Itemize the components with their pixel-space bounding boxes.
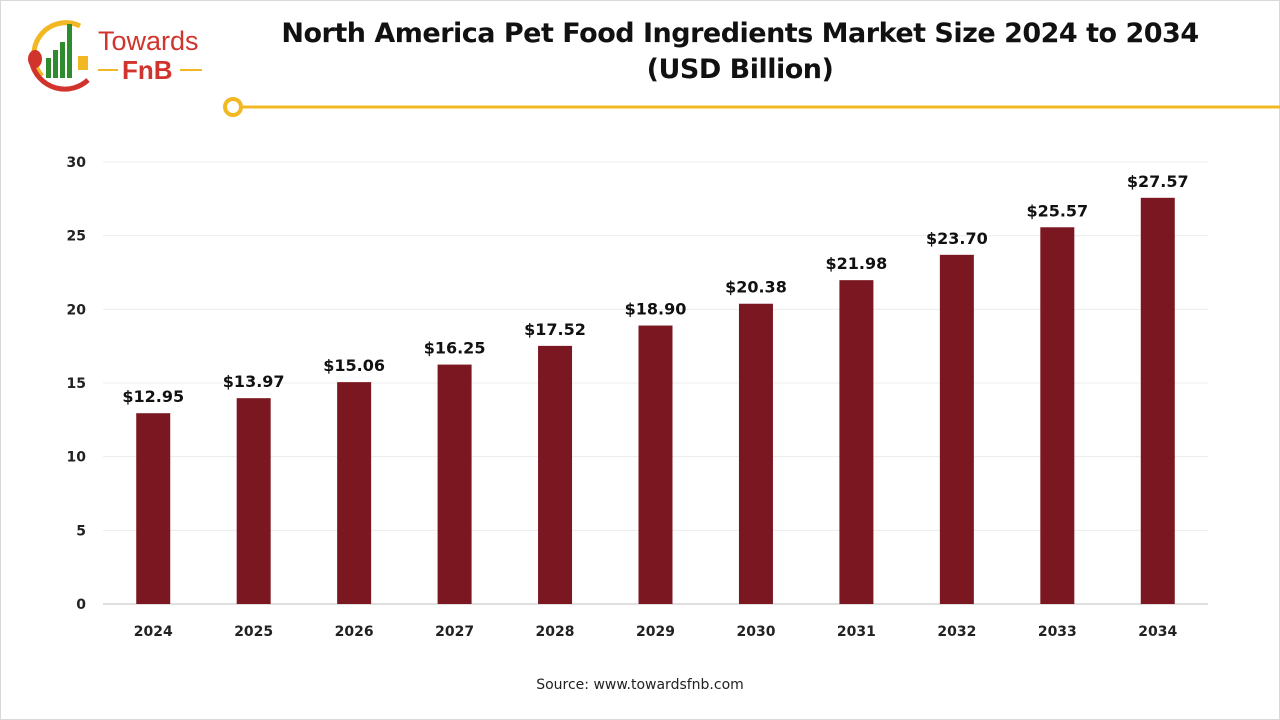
y-tick-label: 30 — [67, 155, 87, 171]
x-tick-label: 2027 — [435, 624, 474, 640]
accent-divider — [223, 97, 1280, 117]
x-tick-label: 2034 — [1138, 624, 1177, 640]
data-label: $15.06 — [323, 356, 385, 375]
chart-title: North America Pet Food Ingredients Marke… — [280, 16, 1200, 88]
chart-title-main: North America Pet Food Ingredients Marke… — [281, 18, 1199, 49]
x-tick-label: 2029 — [636, 624, 675, 640]
data-label: $23.70 — [926, 229, 988, 248]
svg-text:FnB: FnB — [122, 55, 173, 85]
towards-fnb-logo: Towards FnB — [28, 20, 202, 92]
bar — [538, 345, 573, 604]
x-tick-label: 2031 — [837, 624, 876, 640]
y-tick-label: 20 — [67, 302, 87, 318]
x-tick-label: 2024 — [134, 624, 173, 640]
x-tick-label: 2032 — [937, 624, 976, 640]
y-tick-label: 25 — [67, 229, 86, 245]
bar — [337, 382, 372, 604]
y-tick-label: 5 — [76, 523, 86, 539]
data-label: $21.98 — [826, 254, 888, 273]
bar — [1040, 227, 1075, 604]
y-tick-label: 15 — [67, 376, 86, 392]
y-tick-label: 10 — [67, 450, 87, 466]
data-label: $13.97 — [223, 372, 285, 391]
data-label: $12.95 — [122, 387, 184, 406]
svg-text:Towards: Towards — [98, 26, 199, 56]
bar — [638, 325, 673, 604]
bar — [236, 398, 271, 604]
y-tick-label: 0 — [76, 597, 86, 613]
bar — [738, 303, 773, 604]
chart-subtitle: (USD Billion) — [646, 54, 834, 85]
bar — [136, 413, 171, 604]
bar — [1140, 197, 1175, 604]
data-label: $17.52 — [524, 320, 586, 339]
bar — [939, 254, 974, 604]
bar — [437, 364, 472, 604]
x-tick-label: 2028 — [536, 624, 575, 640]
x-tick-label: 2030 — [736, 624, 775, 640]
data-label: $25.57 — [1026, 201, 1088, 220]
data-label: $20.38 — [725, 278, 787, 297]
x-tick-label: 2025 — [234, 624, 273, 640]
bar — [839, 280, 874, 604]
x-tick-label: 2026 — [335, 624, 374, 640]
data-label: $18.90 — [625, 300, 687, 319]
source-note: Source: www.towardsfnb.com — [536, 677, 744, 693]
data-label: $27.57 — [1127, 172, 1189, 191]
data-label: $16.25 — [424, 339, 486, 358]
x-tick-label: 2033 — [1038, 624, 1077, 640]
